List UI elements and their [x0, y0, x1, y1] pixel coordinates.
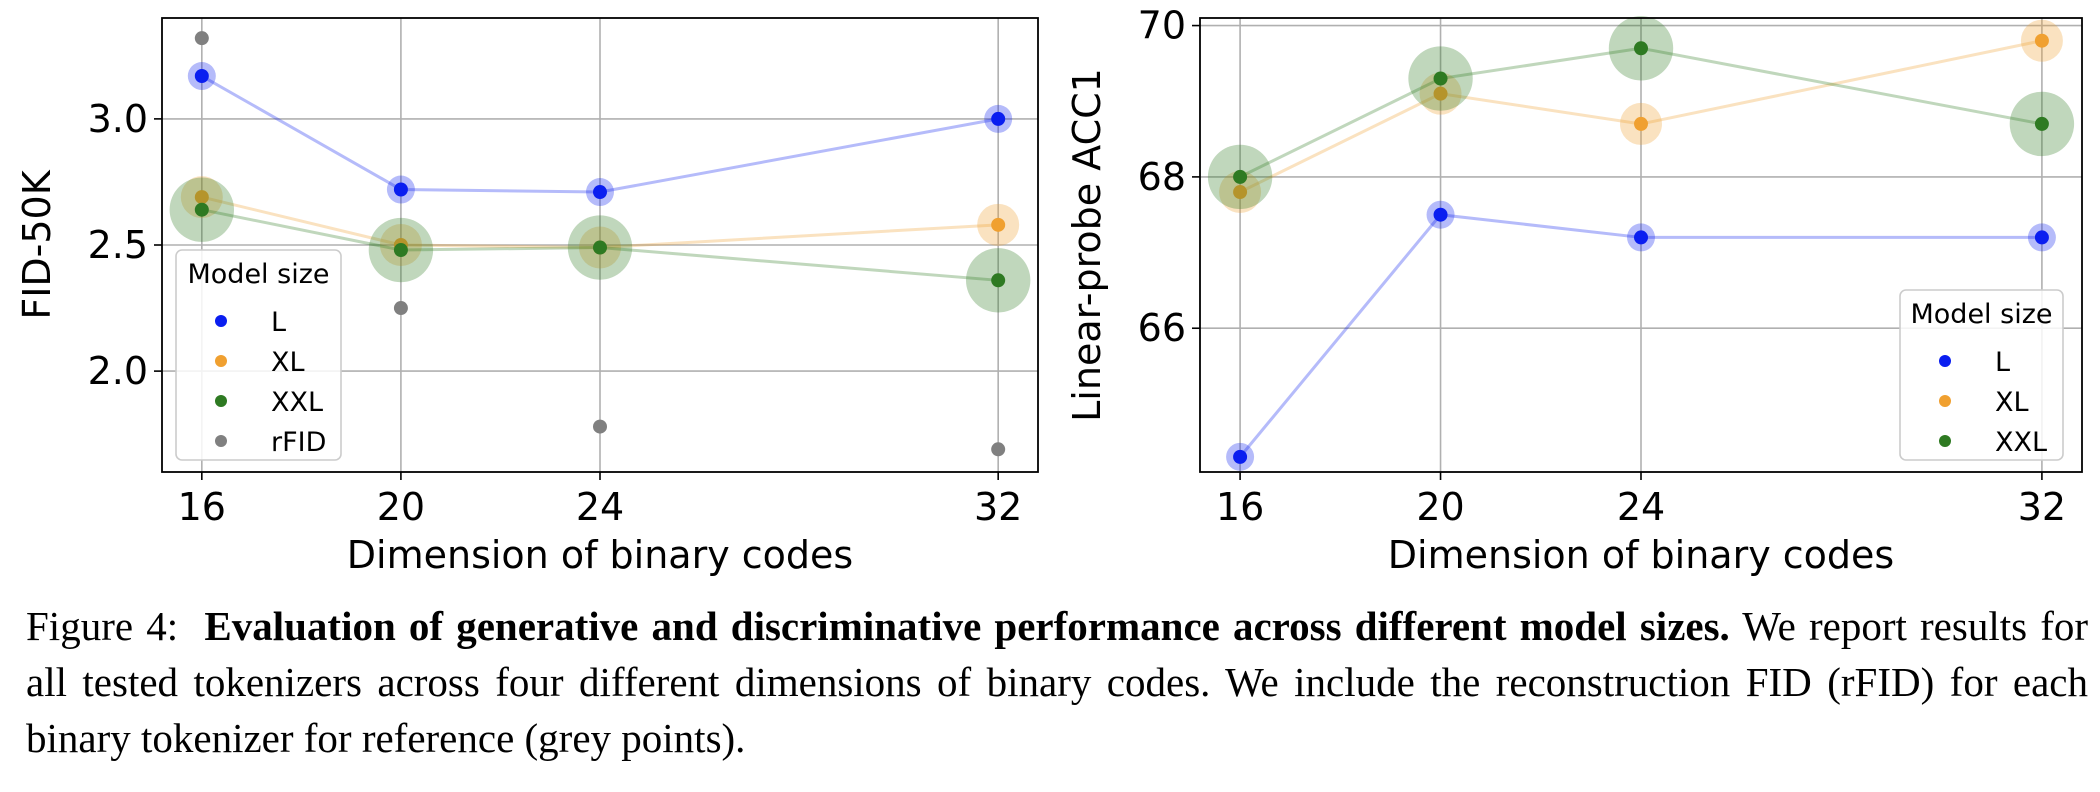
- legend-label-xl: XL: [271, 347, 305, 378]
- legend: Model size L XL XXL rFID: [175, 249, 342, 461]
- point-l: [393, 182, 408, 197]
- point-rfid: [194, 31, 209, 46]
- legend-marker-xxl: [215, 395, 227, 407]
- point-l: [1233, 449, 1248, 464]
- y-tick-label: 70: [1138, 4, 1186, 48]
- figure-caption: Figure 4: Evaluation of generative and d…: [26, 598, 2088, 766]
- legend-label-xxl: XXL: [271, 387, 323, 418]
- point-rfid: [593, 419, 607, 434]
- point-xxl: [194, 202, 209, 217]
- chart-fid: 16 20 24 32 2.0 2.5 3.0 Dimension of binary cod…: [15, 17, 1039, 577]
- x-tick-label: 16: [1216, 485, 1264, 529]
- point-xxl: [393, 243, 408, 258]
- caption-bold: Evaluation of generative and discriminat…: [204, 603, 1730, 649]
- y-tick-label: 68: [1138, 155, 1186, 199]
- point-xl: [1634, 116, 1648, 131]
- x-tick-label: 24: [576, 485, 624, 529]
- y-tick-label: 3.0: [88, 97, 148, 141]
- legend-box: [175, 249, 342, 461]
- legend-marker-xl: [215, 355, 227, 367]
- series-line-xl: [1239, 39, 2043, 194]
- legend-label-rfid: rFID: [271, 427, 326, 458]
- point-l: [1634, 230, 1648, 245]
- series-line-xxl: [1239, 46, 2043, 179]
- figure-charts: 16 20 24 32 2.0 2.5 3.0 Dimension of binary cod…: [15, 4, 2083, 577]
- caption-label: Figure 4:: [26, 603, 179, 649]
- series-line-xl: [201, 195, 999, 250]
- y-tick-label: 2.5: [88, 223, 148, 267]
- x-axis-label: Dimension of binary codes: [1388, 533, 1894, 577]
- point-xxl: [1433, 71, 1448, 86]
- point-rfid: [393, 301, 408, 316]
- x-tick-label: 32: [2018, 485, 2066, 529]
- legend: Model size L XL XXL: [1899, 289, 2064, 461]
- legend-marker-xxl: [1939, 435, 1951, 447]
- point-l: [991, 111, 1006, 126]
- legend-marker-xl: [1939, 395, 1951, 407]
- legend-marker-l: [215, 315, 227, 327]
- legend-label-l: L: [271, 307, 286, 338]
- point-l: [194, 69, 209, 84]
- series-line-l: [201, 74, 999, 194]
- point-xl: [1433, 86, 1448, 101]
- x-tick-label: 20: [1416, 485, 1464, 529]
- point-xl: [991, 217, 1006, 232]
- point-xxl: [593, 240, 607, 255]
- legend-marker-rfid: [215, 435, 227, 447]
- point-xxl: [2034, 116, 2049, 131]
- y-axis-label: Linear-probe ACC1: [1065, 68, 1109, 422]
- point-xl: [2034, 33, 2049, 48]
- y-tick-label: 2.0: [88, 349, 148, 393]
- series-line-l: [1238, 213, 2042, 458]
- axes-frame: [1199, 17, 2083, 473]
- point-xl: [1233, 185, 1248, 200]
- legend-marker-l: [1939, 355, 1951, 367]
- legend-label-xl: XL: [1995, 387, 2029, 418]
- chart-linear-probe: 16 20 24 32 66 68 70 Dimension of binary codes L…: [1065, 4, 2083, 577]
- series-line-xxl: [201, 208, 999, 282]
- point-l: [593, 185, 607, 200]
- point-xxl: [1233, 169, 1248, 184]
- point-xxl: [1634, 41, 1648, 56]
- point-rfid: [991, 442, 1006, 457]
- legend-label-l: L: [1995, 347, 2010, 378]
- legend-title: Model size: [187, 259, 329, 290]
- point-xxl: [991, 273, 1006, 288]
- x-tick-label: 24: [1617, 485, 1665, 529]
- x-axis-label: Dimension of binary codes: [347, 533, 853, 577]
- point-l: [1433, 207, 1448, 222]
- x-tick-label: 32: [974, 485, 1022, 529]
- point-l: [2034, 230, 2049, 245]
- x-tick-label: 16: [178, 485, 226, 529]
- legend-title: Model size: [1910, 299, 2052, 330]
- x-tick-label: 20: [377, 485, 425, 529]
- y-tick-label: 66: [1138, 306, 1186, 350]
- axes-frame: [161, 17, 1039, 473]
- y-axis-label: FID-50K: [15, 169, 59, 319]
- legend-box: [1899, 289, 2064, 461]
- caption-text: We report results for all tested tokeniz…: [26, 603, 2089, 761]
- point-xl: [194, 190, 209, 205]
- legend-label-xxl: XXL: [1995, 427, 2047, 458]
